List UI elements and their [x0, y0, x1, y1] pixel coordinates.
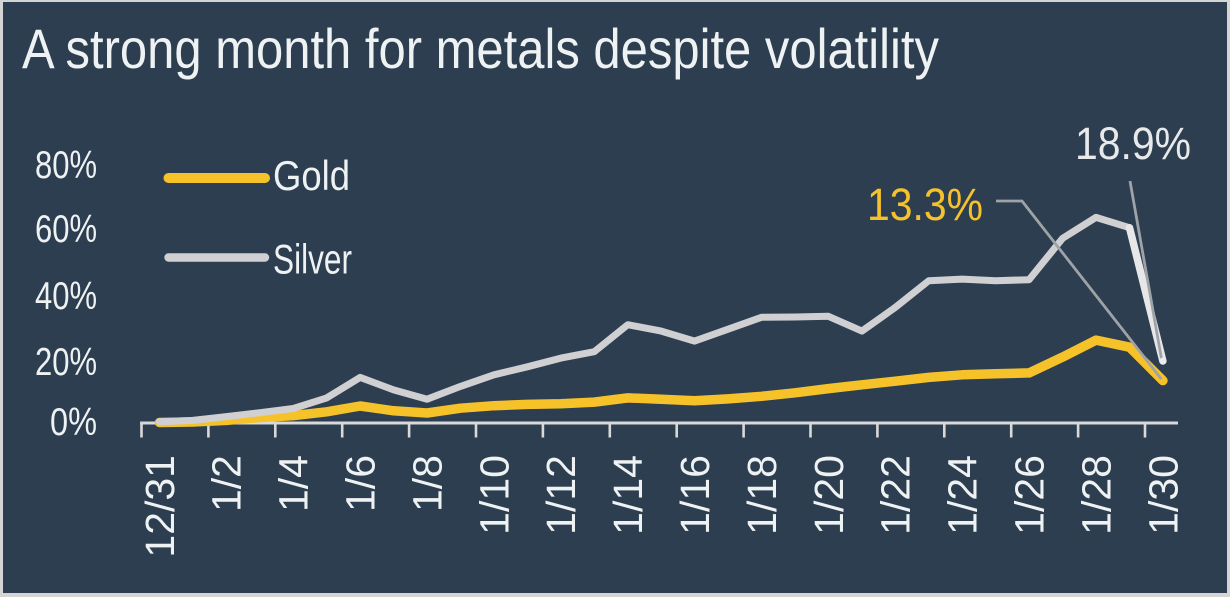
- svg-text:A strong month for metals desp: A strong month for metals despite volati…: [22, 17, 939, 80]
- svg-text:1/20: 1/20: [806, 455, 852, 535]
- svg-text:1/28: 1/28: [1073, 455, 1119, 535]
- svg-text:1/18: 1/18: [739, 455, 785, 535]
- svg-text:18.9%: 18.9%: [1075, 118, 1191, 169]
- svg-text:1/24: 1/24: [940, 455, 986, 535]
- svg-text:0%: 0%: [50, 401, 97, 444]
- svg-text:1/14: 1/14: [605, 455, 651, 535]
- svg-text:1/26: 1/26: [1007, 455, 1053, 535]
- svg-text:1/2: 1/2: [204, 455, 250, 512]
- svg-text:1/8: 1/8: [404, 455, 450, 512]
- svg-text:1/10: 1/10: [471, 455, 517, 535]
- svg-text:60%: 60%: [35, 208, 97, 251]
- svg-text:1/22: 1/22: [873, 455, 919, 535]
- svg-text:1/6: 1/6: [338, 455, 384, 512]
- svg-text:Gold: Gold: [273, 152, 350, 199]
- svg-text:1/12: 1/12: [538, 455, 584, 535]
- svg-text:20%: 20%: [35, 341, 97, 384]
- svg-text:80%: 80%: [35, 144, 97, 187]
- svg-text:12/31: 12/31: [137, 455, 183, 558]
- svg-text:Silver: Silver: [273, 236, 352, 283]
- svg-text:1/16: 1/16: [672, 455, 718, 535]
- svg-text:40%: 40%: [35, 275, 97, 318]
- svg-text:1/30: 1/30: [1140, 455, 1186, 535]
- svg-text:13.3%: 13.3%: [867, 179, 983, 230]
- svg-text:1/4: 1/4: [271, 455, 317, 512]
